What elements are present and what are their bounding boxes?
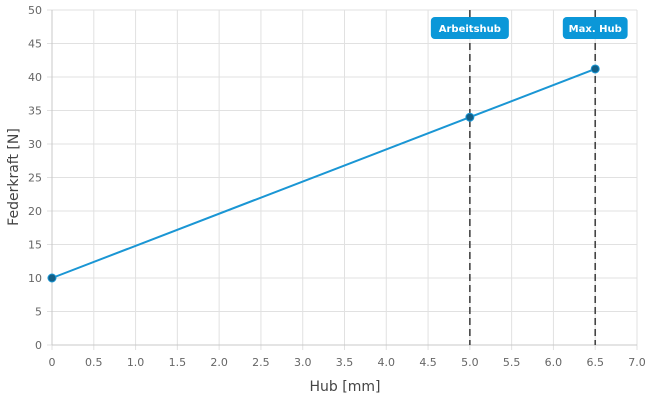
- x-tick-label: 1.0: [127, 356, 145, 369]
- y-tick-label: 50: [28, 4, 42, 17]
- marker-label: Max. Hub: [569, 24, 622, 35]
- grid: [47, 9, 638, 350]
- y-axis-title: Federkraft [N]: [6, 128, 22, 226]
- y-tick-label: 30: [28, 138, 42, 151]
- y-tick-label: 5: [35, 306, 42, 319]
- y-tick-label: 20: [28, 205, 42, 218]
- x-tick-label: 4.5: [419, 356, 437, 369]
- data-point: [590, 64, 600, 74]
- x-tick-label: 3.5: [336, 356, 354, 369]
- y-tick-label: 25: [28, 172, 42, 185]
- marker-labels: Arbeitshub Max. Hub: [430, 17, 628, 39]
- x-axis-title: Hub [mm]: [310, 379, 381, 395]
- x-tick-label: 6.5: [586, 356, 604, 369]
- y-tick-label: 40: [28, 71, 42, 84]
- x-tick-label: 2.5: [252, 356, 270, 369]
- y-tick-label: 45: [28, 38, 42, 51]
- x-tick-label: 2.0: [210, 356, 228, 369]
- x-tick-label: 3.0: [294, 356, 312, 369]
- tick-labels: 0 0.5 1.0 1.5 2.0 2.5 3.0 3.5 4.0 4.5 5.0 5.5 6.0 6.5…: [28, 4, 646, 369]
- x-tick-label: 1.5: [169, 356, 187, 369]
- data-point: [465, 112, 475, 122]
- data-point: [47, 273, 57, 283]
- series: [47, 64, 600, 283]
- series-line: [51, 68, 596, 279]
- x-tick-label: 0.5: [85, 356, 103, 369]
- x-tick-label: 5.0: [461, 356, 479, 369]
- marker-label-box: [430, 17, 509, 39]
- marker-label-box: [562, 17, 628, 39]
- x-tick-label: 7.0: [628, 356, 646, 369]
- x-tick-label: 0: [49, 356, 56, 369]
- marker-label: Arbeitshub: [439, 24, 501, 35]
- y-tick-label: 15: [28, 239, 42, 252]
- y-tick-label: 10: [28, 272, 42, 285]
- x-tick-label: 4.0: [378, 356, 396, 369]
- x-tick-label: 5.5: [503, 356, 521, 369]
- y-tick-label: 35: [28, 105, 42, 118]
- x-tick-label: 6.0: [545, 356, 563, 369]
- y-tick-label: 0: [35, 339, 42, 352]
